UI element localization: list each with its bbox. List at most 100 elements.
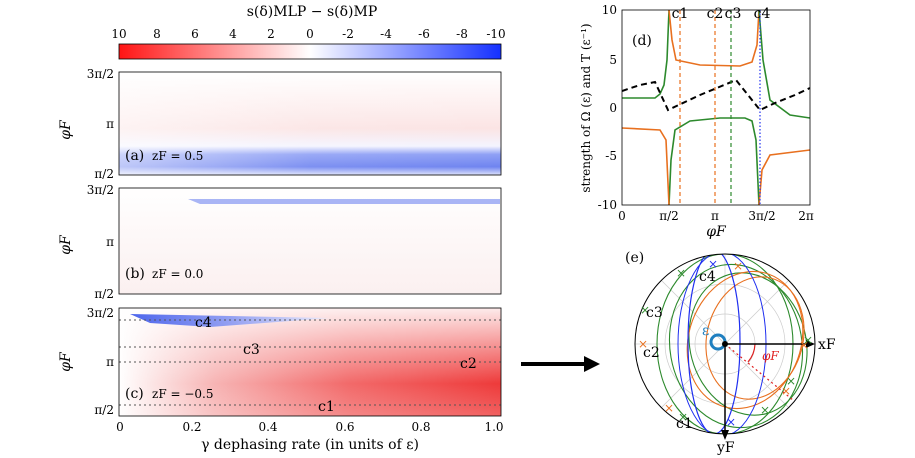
- cb-tick-8: -6: [418, 27, 430, 41]
- curve-green-mid: [668, 117, 760, 205]
- c-label-c1: c1: [318, 399, 335, 415]
- svg-text:×: ×: [786, 374, 796, 388]
- svg-text:×: ×: [676, 266, 686, 280]
- svg-text:π: π: [106, 117, 114, 131]
- heatmap-yticks: 3π/2 π π/2 3π/2 π π/2 3π/2 π π/2: [87, 67, 114, 417]
- svg-text:×: ×: [638, 337, 648, 351]
- cb-tick-3: 4: [229, 27, 237, 41]
- curve-orange-mid: [668, 10, 760, 67]
- heatmap-panel-a: (a) zF = 0.5: [118, 71, 502, 176]
- svg-text:0.6: 0.6: [335, 420, 354, 434]
- svg-text:5: 5: [609, 53, 617, 67]
- panel-d-frame: [621, 9, 811, 206]
- colorbar: s(δ)MLP − s(δ)MP 10 8 6 4 2 0 -2 -4 -6 -…: [111, 4, 506, 60]
- svg-text:-5: -5: [605, 149, 617, 163]
- axis-y-label: yF: [716, 440, 735, 456]
- svg-text:×: ×: [760, 403, 770, 417]
- svg-text:×: ×: [733, 259, 743, 273]
- cb-tick-9: -8: [456, 27, 468, 41]
- svg-text:3π/2: 3π/2: [87, 183, 114, 197]
- heatmap-xticks: 0 0.2 0.4 0.6 0.8 1.0: [116, 420, 503, 434]
- svg-text:×: ×: [640, 303, 650, 317]
- svg-text:π: π: [711, 209, 719, 223]
- svg-text:0.4: 0.4: [258, 420, 277, 434]
- svg-text:0.2: 0.2: [182, 420, 201, 434]
- svg-text:c1: c1: [672, 6, 689, 22]
- svg-text:c2: c2: [707, 6, 724, 22]
- panel-d-ylabel: strength of Ω (ε) and T (ε⁻¹): [579, 23, 593, 192]
- svg-text:×: ×: [678, 410, 688, 424]
- svg-text:π: π: [106, 355, 114, 369]
- svg-text:×: ×: [781, 384, 791, 398]
- svg-text:π/2: π/2: [659, 209, 679, 223]
- svg-text:2π: 2π: [798, 209, 814, 223]
- panel-b-z: zF = 0.0: [152, 267, 203, 281]
- cb-tick-2: 6: [191, 27, 199, 41]
- panel-a-label: (a): [125, 148, 144, 164]
- svg-text:0.8: 0.8: [411, 420, 430, 434]
- panel-d-xlabel: φF: [706, 224, 727, 240]
- svg-text:3π/2: 3π/2: [87, 306, 114, 320]
- svg-text:3π/2: 3π/2: [748, 209, 775, 223]
- c-label-c2: c2: [460, 356, 477, 372]
- svg-text:10: 10: [602, 3, 617, 17]
- svg-text:π: π: [106, 235, 114, 249]
- svg-text:×: ×: [664, 401, 674, 415]
- svg-text:×: ×: [726, 415, 736, 429]
- panel-e-sphere: ε φF xF yF (e) × × × × × × × × × × × × ×…: [625, 250, 836, 456]
- e-label-c3: c3: [646, 305, 663, 321]
- heatmap-b-blue-band: [188, 199, 500, 204]
- colorbar-tick-labels: 10 8 6 4 2 0 -2 -4 -6 -8 -10: [111, 27, 505, 41]
- e-label-c1: c1: [676, 416, 693, 432]
- svg-text:φF: φF: [58, 234, 74, 255]
- c-label-c3: c3: [243, 342, 260, 358]
- heatmap-panel-b: (b) zF = 0.0: [118, 187, 502, 295]
- svg-text:φF: φF: [58, 119, 74, 140]
- svg-text:c4: c4: [754, 6, 771, 22]
- cb-tick-6: -2: [342, 27, 354, 41]
- svg-text:0: 0: [609, 101, 617, 115]
- colorbar-title: s(δ)MLP − s(δ)MP: [247, 4, 378, 20]
- colorbar-gradient: [118, 43, 502, 60]
- svg-text:c3: c3: [725, 6, 742, 22]
- panel-c-label: (c): [125, 386, 144, 402]
- curve-green-right: [758, 10, 810, 119]
- svg-text:×: ×: [799, 338, 809, 352]
- svg-text:π/2: π/2: [94, 167, 114, 181]
- svg-text:φF: φF: [58, 351, 74, 372]
- transition-arrow: [521, 356, 600, 372]
- panel-c-z: zF = −0.5: [152, 387, 213, 401]
- sphere-markers: × × × × × × × × × × × × ×: [638, 257, 813, 429]
- cb-tick-10: -10: [486, 27, 505, 41]
- panel-b-label: (b): [125, 266, 145, 282]
- curve-green-left: [622, 10, 670, 99]
- cb-tick-0: 10: [111, 27, 126, 41]
- e-label-c2: c2: [643, 345, 660, 361]
- panel-e-label: (e): [625, 250, 644, 266]
- cb-tick-7: -4: [380, 27, 392, 41]
- svg-text:-10: -10: [598, 198, 617, 212]
- epsilon-label: ε: [702, 323, 709, 339]
- panel-d-plot: (d) c1 c2 c3 c4 10 5 0 -5 -10 0 π/2 π 3π…: [579, 3, 814, 240]
- heatmap-ylabels: φF φF φF: [58, 119, 74, 372]
- svg-text:×: ×: [708, 257, 718, 271]
- phi-label: φF: [762, 349, 779, 363]
- svg-text:0: 0: [618, 209, 626, 223]
- curve-orange-left: [622, 127, 670, 205]
- cb-tick-5: 0: [306, 27, 314, 41]
- heatmap-xlabel: γ dephasing rate (in units of ε): [201, 437, 419, 453]
- heatmap-b-field: [119, 188, 501, 294]
- axis-x-label: xF: [818, 337, 836, 353]
- heatmap-panel-c: c4 c3 c2 c1 (c) zF = −0.5: [118, 307, 502, 417]
- svg-text:1.0: 1.0: [484, 420, 503, 434]
- svg-text:×: ×: [803, 333, 813, 347]
- curve-orange-right: [758, 149, 810, 205]
- panel-d-label: (d): [632, 33, 652, 49]
- svg-text:π/2: π/2: [94, 403, 114, 417]
- c-label-c4: c4: [195, 315, 212, 331]
- curve-T: [622, 78, 810, 112]
- svg-text:0: 0: [116, 420, 124, 434]
- panel-a-z: zF = 0.5: [152, 149, 203, 163]
- cb-tick-4: 2: [267, 27, 275, 41]
